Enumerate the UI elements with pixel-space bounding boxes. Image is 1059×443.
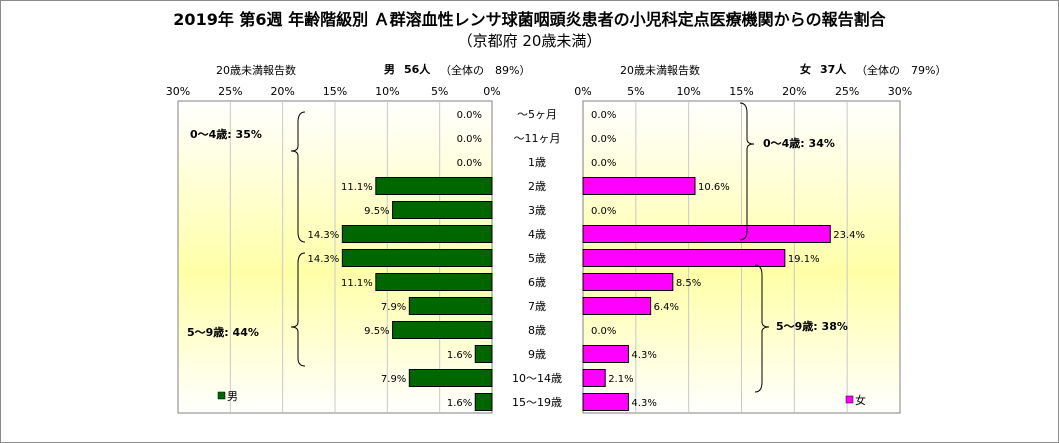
male-0-4-label: 0～4歳: 35% [190,127,262,141]
category-label: ～11ヶ月 [514,132,561,145]
female-data-label: 4.3% [631,398,656,409]
male-data-label: 0.0% [457,110,482,121]
female-5-9-label: 5～9歳: 38% [776,319,848,333]
male-bar [392,201,493,219]
male-data-label: 11.1% [341,278,373,289]
male-data-label: 7.9% [381,374,406,385]
male-data-label: 0.0% [457,158,482,169]
male-5-9-bracket [290,252,306,367]
female-data-label: 2.1% [608,374,633,385]
female-bar [582,225,831,243]
female-tick-label: 0% [574,85,591,98]
male-data-label: 1.6% [447,350,472,361]
female-0-4-label: 0～4歳: 34% [763,136,835,150]
male-data-label: 11.1% [341,182,373,193]
female-5-9-bracket [754,264,770,393]
male-5-9-label: 5～9歳: 44% [187,325,259,339]
male-data-label: 9.5% [364,206,389,217]
female-tick-label: 30% [888,85,912,98]
female-data-label: 4.3% [631,350,656,361]
category-label: 1歳 [528,156,546,169]
female-bar [582,249,786,267]
male-data-label: 14.3% [308,230,340,241]
male-bar [375,273,493,291]
category-label: 7歳 [528,300,546,313]
female-bar [582,393,629,411]
chart-title: 2019年 第6週 年齢階級別 Ａ群溶血性レンサ球菌咽頭炎患者の小児科定点医療機… [173,10,886,29]
male-tick-label: 15% [323,85,347,98]
female-data-label: 0.0% [591,158,616,169]
male-tick-label: 0% [483,85,500,98]
female-count-label: 20歳未満報告数 [620,64,700,77]
male-tick-label: 25% [218,85,242,98]
female-data-label: 0.0% [591,206,616,217]
male-bar [341,225,493,243]
category-label: 8歳 [528,324,546,337]
female-0-4-bracket [739,102,755,241]
female-summary-share: （全体の 79%） [856,64,947,77]
male-bar [474,393,493,411]
female-tick-label: 15% [729,85,753,98]
category-label: 15～19歳 [512,396,562,409]
female-data-label: 23.4% [833,230,865,241]
male-data-label: 14.3% [308,254,340,265]
male-tick-label: 5% [431,85,448,98]
female-data-label: 0.0% [591,134,616,145]
male-summary-sex: 男 [384,63,395,76]
category-label: 4歳 [528,228,546,241]
male-tick-label: 10% [375,85,399,98]
male-bar [341,249,493,267]
female-data-label: 19.1% [788,254,820,265]
male-bar [392,321,493,339]
category-label: 5歳 [528,252,546,265]
category-label: 9歳 [528,348,546,361]
female-bar [582,177,696,195]
female-legend-swatch [845,395,854,404]
category-label: ～5ヶ月 [517,108,557,121]
female-data-label: 10.6% [698,182,730,193]
female-tick-label: 20% [782,85,806,98]
male-count-label: 20歳未満報告数 [216,64,296,77]
male-summary-count: 56人 [404,63,431,76]
male-legend-label: 男 [227,390,238,403]
female-bar [582,345,629,363]
male-summary-share: （全体の 89%） [440,64,531,77]
female-data-label: 0.0% [591,110,616,121]
category-label: 2歳 [528,180,546,193]
male-data-label: 1.6% [447,398,472,409]
category-label: 10～14歳 [512,372,562,385]
male-legend-swatch [217,391,226,400]
male-bar [408,297,493,315]
category-label: 6歳 [528,276,546,289]
female-summary-count: 37人 [820,63,847,76]
female-summary-sex: 女 [800,63,811,76]
male-tick-label: 20% [270,85,294,98]
category-label: 3歳 [528,204,546,217]
female-tick-label: 25% [835,85,859,98]
male-data-label: 0.0% [457,134,482,145]
male-bar [375,177,493,195]
male-tick-label: 30% [166,85,190,98]
female-legend-label: 女 [855,393,866,407]
female-bar [582,369,606,387]
female-data-label: 8.5% [676,278,701,289]
male-bar [474,345,493,363]
chart-subtitle: （京都府 20歳未満） [457,32,602,50]
female-data-label: 6.4% [654,302,679,313]
male-bar [408,369,493,387]
female-data-label: 0.0% [591,326,616,337]
male-0-4-bracket [290,111,306,243]
female-bar [582,273,674,291]
male-data-label: 7.9% [381,302,406,313]
male-data-label: 9.5% [364,326,389,337]
female-tick-label: 5% [627,85,644,98]
female-tick-label: 10% [676,85,700,98]
female-bar [582,297,652,315]
